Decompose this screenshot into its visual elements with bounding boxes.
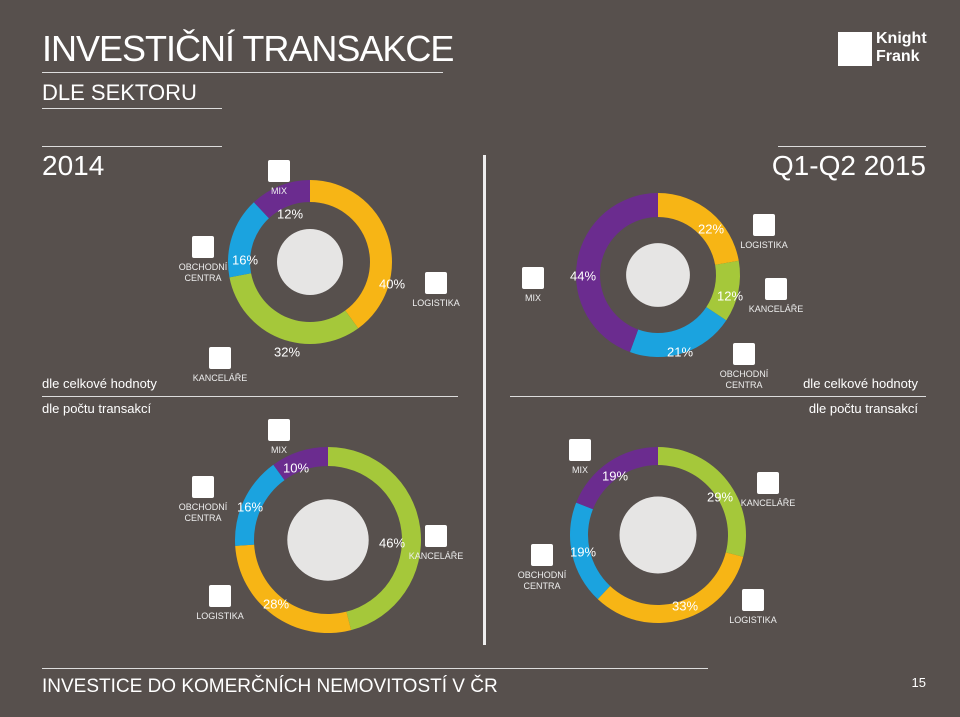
sector-icon — [268, 419, 290, 441]
sector-icon — [192, 476, 214, 498]
category-label: KANCELÁŘE — [408, 551, 464, 561]
sector-icon — [733, 343, 755, 365]
sector-icon — [753, 214, 775, 236]
rule — [42, 668, 708, 669]
donut-segment — [570, 502, 611, 600]
category-label: LOGISTIKA — [740, 240, 788, 250]
category-label: LOGISTIKA — [729, 615, 777, 625]
period: 2014 — [42, 150, 105, 181]
row-label: dle celkové hodnoty — [803, 376, 918, 391]
donut-segment — [658, 447, 747, 557]
category-label: OBCHODNÍ CENTRA — [517, 570, 567, 591]
title: INVESTIČNÍ TRANSAKCE — [42, 28, 454, 69]
category-label: OBCHODNÍ CENTRA — [178, 502, 228, 523]
category-label: KANCELÁŘE — [740, 498, 796, 508]
rule — [42, 108, 222, 109]
sector-icon — [209, 585, 231, 607]
donut-segment — [629, 307, 727, 358]
value-label: 40% — [378, 276, 406, 292]
category-label: MIX — [571, 465, 588, 475]
donut-segment — [658, 193, 739, 265]
category-label: KANCELÁŘE — [192, 373, 248, 383]
center-icon — [287, 499, 369, 581]
sector-icon — [209, 347, 231, 369]
sector-icon — [765, 278, 787, 300]
donut-segment — [597, 552, 744, 623]
value-label: 10% — [282, 460, 310, 476]
logo-text: Frank — [876, 48, 920, 65]
value-label: 32% — [273, 344, 301, 360]
donut-segment — [576, 447, 658, 510]
category-label: MIX — [270, 445, 287, 455]
donut-segment — [273, 447, 328, 481]
value-label: 16% — [231, 252, 259, 268]
donut-segment — [575, 193, 658, 353]
value-label: 33% — [671, 598, 699, 614]
donut-segment — [706, 260, 740, 321]
donut-segment — [235, 544, 352, 633]
row-label: dle celkové hodnoty — [42, 376, 157, 391]
category-label: OBCHODNÍ CENTRA — [719, 369, 769, 390]
center-icon — [277, 229, 343, 295]
category-label: MIX — [524, 293, 541, 303]
sector-icon — [192, 236, 214, 258]
category-label: LOGISTIKA — [412, 298, 460, 308]
rule — [42, 146, 222, 147]
value-label: 21% — [666, 344, 694, 360]
value-label: 16% — [236, 499, 264, 515]
category-label: MIX — [270, 186, 287, 196]
sector-icon — [531, 544, 553, 566]
center-icon — [626, 243, 690, 307]
sector-icon — [569, 439, 591, 461]
sector-icon — [268, 160, 290, 182]
category-label: LOGISTIKA — [196, 611, 244, 621]
value-label: 46% — [378, 535, 406, 551]
sector-icon — [425, 525, 447, 547]
divider — [483, 155, 486, 645]
row-label: dle počtu transakcí — [808, 401, 918, 416]
donut-segment — [253, 180, 310, 219]
footer: INVESTICE DO KOMERČNÍCH NEMOVITOSTÍ V ČR — [42, 676, 498, 697]
logo-text: Knight — [876, 30, 927, 47]
value-label: 12% — [276, 206, 304, 222]
center-icon — [619, 496, 697, 574]
donut-segment — [228, 202, 269, 278]
donut-segment — [235, 464, 285, 546]
donut-segment — [229, 273, 359, 344]
sector-icon — [425, 272, 447, 294]
value-label: 44% — [569, 268, 597, 284]
sector-icon — [742, 589, 764, 611]
value-label: 29% — [706, 489, 734, 505]
category-label: OBCHODNÍ CENTRA — [178, 262, 228, 283]
row-label: dle počtu transakcí — [42, 401, 152, 416]
value-label: 12% — [716, 288, 744, 304]
category-label: KANCELÁŘE — [748, 304, 804, 314]
value-label: 22% — [697, 221, 725, 237]
value-label: 28% — [262, 596, 290, 612]
rule — [510, 396, 926, 397]
period: Q1-Q2 2015 — [771, 150, 926, 181]
subtitle: DLE SEKTORU — [42, 80, 197, 105]
sector-icon — [522, 267, 544, 289]
rule — [42, 396, 458, 397]
donut-segment — [310, 180, 392, 329]
value-label: 19% — [601, 468, 629, 484]
donut-segment — [328, 447, 421, 631]
sector-icon — [757, 472, 779, 494]
rule — [778, 146, 926, 147]
rule — [42, 72, 443, 73]
value-label: 19% — [569, 544, 597, 560]
logo-mark — [838, 32, 872, 66]
page-number: 15 — [911, 675, 926, 690]
